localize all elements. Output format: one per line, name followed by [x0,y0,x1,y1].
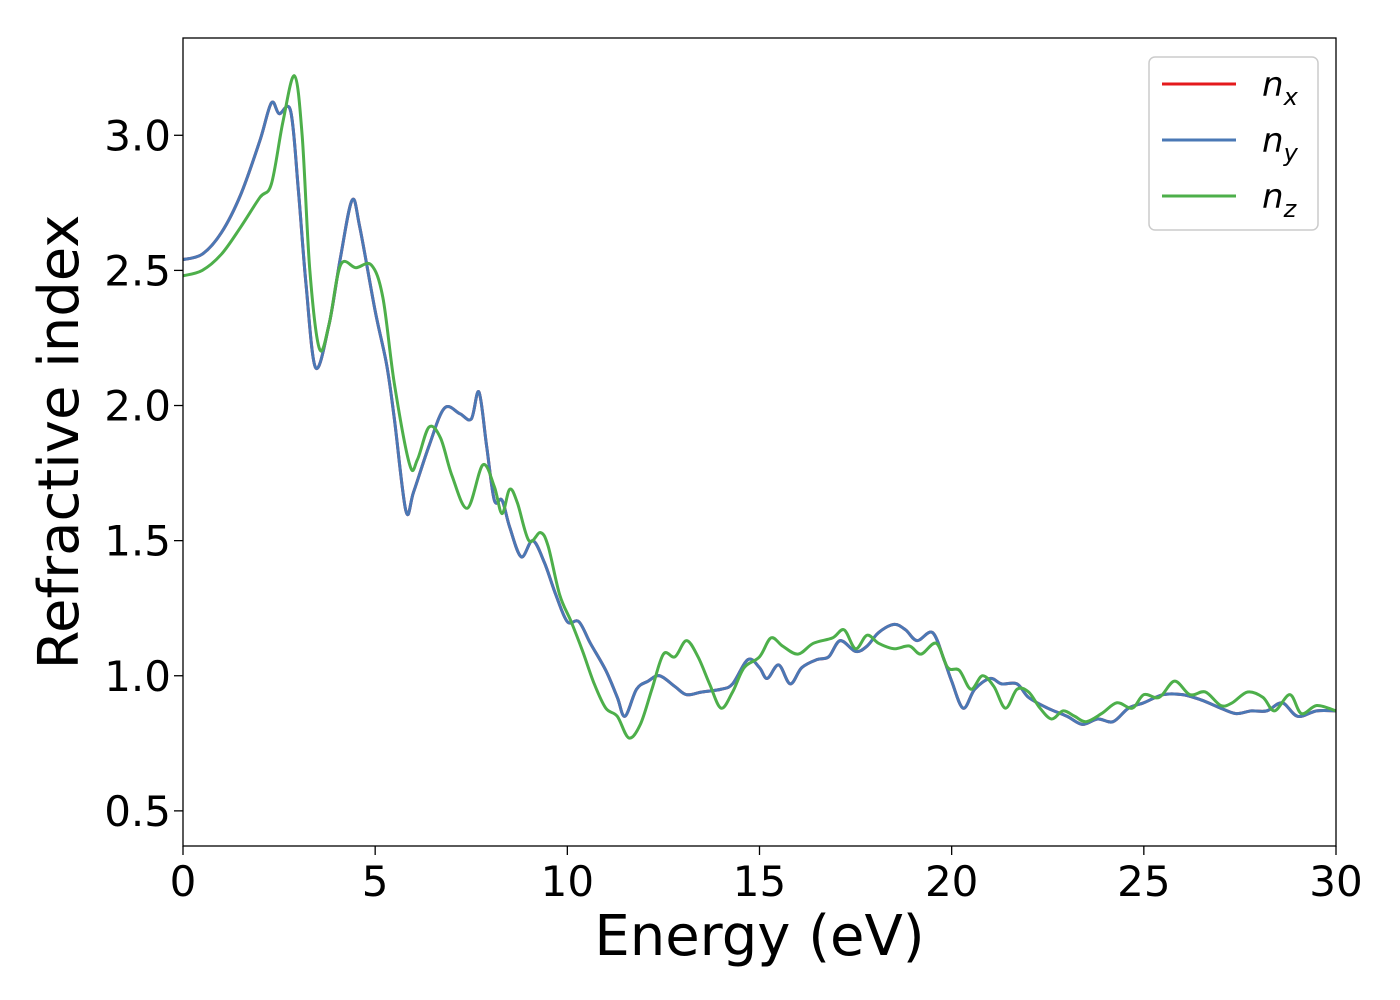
legend-label-x: nx [1262,65,1299,111]
x-tick-label: 10 [541,857,594,906]
y-tick-label: 1.0 [104,652,171,701]
x-tick-label: 25 [1117,857,1170,906]
x-axis-label: Energy (eV) [594,904,924,969]
legend-label-z: nz [1262,177,1298,223]
x-tick-label: 0 [170,857,197,906]
y-axis: 0.5 1.0 1.5 2.0 2.5 3.0 [104,111,183,836]
series-line-y [183,100,1336,726]
series-group [183,74,1336,740]
x-tick-label: 5 [362,857,389,906]
y-tick-label: 2.5 [104,246,171,295]
y-tick-label: 0.5 [104,787,171,836]
legend-box [1148,56,1319,231]
y-axis-label: Refractive index [27,215,92,670]
x-axis: 0 5 10 15 20 25 30 [170,846,1363,906]
y-tick-label: 1.5 [104,517,171,566]
legend-label-y: ny [1262,121,1299,167]
plot-area [183,74,1336,740]
x-tick-label: 15 [733,857,786,906]
x-tick-label: 20 [925,857,978,906]
y-tick-label: 2.0 [104,382,171,431]
y-tick-label: 3.0 [104,111,171,160]
x-tick-label: 30 [1309,857,1362,906]
legend: nx ny nz [1148,56,1319,231]
series-line-z [183,74,1336,740]
